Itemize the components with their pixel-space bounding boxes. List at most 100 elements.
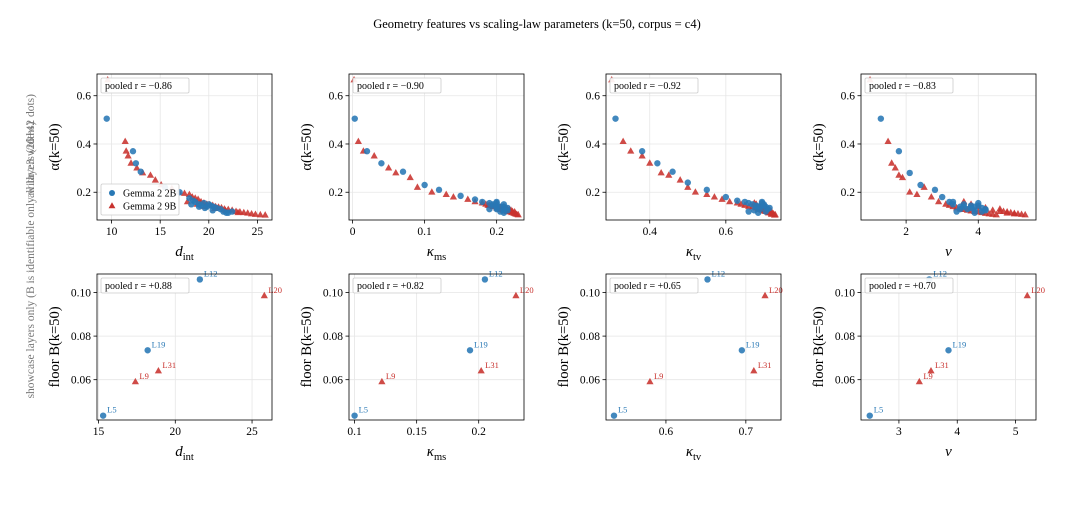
point-gemma-9b — [428, 188, 436, 195]
point-label: L31 — [485, 360, 499, 370]
point-label: L5 — [874, 405, 883, 415]
point-gemma-9b — [256, 210, 264, 218]
point-gemma-9b — [121, 137, 129, 144]
point-label: L19 — [953, 339, 967, 349]
point-gemma-2b — [228, 208, 236, 215]
point-label: L9 — [386, 371, 395, 381]
point-gemma-9b — [124, 152, 132, 159]
x-tick-label: 0.1 — [417, 226, 432, 238]
x-tick-label: 10 — [106, 226, 118, 238]
point-gemma-9b — [710, 193, 719, 200]
plot-area — [861, 274, 1036, 420]
point-gemma-9b — [684, 183, 692, 190]
point-gemma-9b — [703, 190, 711, 198]
axes-frame — [860, 273, 1037, 421]
point-gemma-9b — [920, 183, 928, 190]
pooled-r-box — [100, 77, 190, 94]
x-tick-label: 20 — [170, 426, 182, 438]
point-gemma-9b — [761, 291, 769, 299]
point-gemma-9b — [131, 377, 139, 385]
point-gemma-9b — [996, 207, 1004, 214]
point-gemma-9b — [627, 147, 635, 154]
point-gemma-2b — [722, 193, 730, 201]
point-label: L5 — [107, 405, 116, 415]
y-tick-label: 0.06 — [71, 375, 91, 387]
x-axis-label-subscript: ms — [434, 252, 446, 263]
point-gemma-2b — [493, 204, 500, 212]
panel-r0c2: 0.4 0.6 0.2 0.4 0.6 pooled r = −0.92 κtv α(k=50… — [556, 73, 782, 263]
y-tick-label: 0.06 — [580, 375, 600, 387]
point-gemma-2b — [945, 347, 952, 354]
y-tick-label: 0.2 — [841, 187, 856, 199]
point-gemma-9b — [992, 210, 1000, 218]
point-gemma-9b — [442, 190, 450, 198]
pooled-r-label: pooled r = −0.92 — [614, 81, 681, 92]
point-gemma-2b — [684, 179, 691, 186]
x-tick-label: 0.2 — [489, 226, 504, 238]
x-tick-label: 0.1 — [347, 426, 362, 438]
point-label: L19 — [746, 339, 760, 349]
point-gemma-2b — [938, 193, 946, 201]
point-gemma-2b — [479, 198, 486, 206]
point-gemma-2b — [435, 186, 443, 194]
pooled-r-box — [609, 277, 699, 294]
x-tick-label: 0.4 — [643, 226, 658, 238]
point-gemma-9b — [154, 366, 163, 374]
x-tick-label: 0.2 — [472, 426, 487, 438]
point-gemma-2b — [481, 276, 489, 283]
point-gemma-9b — [691, 188, 700, 195]
y-axis-label: floor B(k=50) — [556, 306, 572, 387]
point-label: L19 — [152, 339, 166, 349]
point-gemma-9b — [884, 137, 892, 144]
pooled-r-label: pooled r = −0.90 — [357, 81, 424, 92]
point-gemma-9b — [354, 137, 362, 144]
figure-title: Geometry features vs scaling-law paramet… — [373, 17, 701, 31]
point-gemma-2b — [738, 347, 746, 354]
point-gemma-9b — [718, 195, 726, 202]
y-tick-label: 0.10 — [580, 288, 600, 300]
x-axis-label: dint — [175, 244, 194, 263]
y-axis-label: α(k=50) — [811, 123, 827, 170]
axes-frame — [860, 73, 1037, 221]
point-gemma-2b — [196, 276, 204, 283]
panel-r1c1: 0.1 0.15 0.2 0.06 0.08 0.10 L9 L31 L20 L5 L19 L12 po… — [299, 268, 534, 463]
point-gemma-2b — [399, 168, 407, 175]
point-gemma-9b — [934, 197, 943, 205]
axes-frame — [96, 273, 273, 421]
legend-marker-triangle — [108, 202, 116, 209]
panel-r0c3: 2 4 0.2 0.4 0.6 pooled r = −0.83 ν α(k=50) — [811, 73, 1037, 260]
x-tick-label: 0 — [350, 226, 356, 238]
point-label: L12 — [489, 268, 503, 278]
y-tick-label: 0.08 — [580, 331, 600, 343]
point-gemma-9b — [406, 173, 414, 181]
point-gemma-2b — [188, 201, 195, 208]
x-tick-label: 20 — [203, 226, 215, 238]
axes-frame — [96, 73, 273, 221]
point-label: L20 — [520, 285, 534, 295]
x-tick-label: 25 — [246, 426, 258, 438]
point-gemma-9b — [464, 195, 472, 202]
pooled-r-box — [609, 77, 699, 94]
y-tick-label: 0.4 — [841, 139, 856, 151]
plot-area — [861, 74, 1036, 220]
point-gemma-9b — [895, 171, 903, 178]
x-axis-label-subscript: tv — [693, 452, 702, 463]
point-gemma-2b — [378, 160, 385, 167]
y-tick-label: 0.08 — [71, 331, 91, 343]
point-gemma-2b — [99, 412, 107, 419]
y-tick-label: 0.08 — [835, 331, 855, 343]
y-axis-label: floor B(k=50) — [811, 306, 827, 387]
plot-area — [97, 274, 272, 420]
point-gemma-9b — [260, 291, 268, 299]
point-gemma-9b — [378, 377, 386, 385]
point-gemma-2b — [638, 148, 646, 155]
legend-box — [100, 183, 180, 216]
row-label-showcase-layers: showcase layers only (B is identifiable … — [25, 121, 37, 398]
point-label: L9 — [923, 371, 932, 381]
point-gemma-9b — [1021, 210, 1029, 218]
point-gemma-9b — [392, 168, 400, 176]
plot-area — [606, 74, 781, 220]
point-gemma-2b — [949, 198, 957, 206]
point-label: L20 — [1031, 285, 1045, 295]
